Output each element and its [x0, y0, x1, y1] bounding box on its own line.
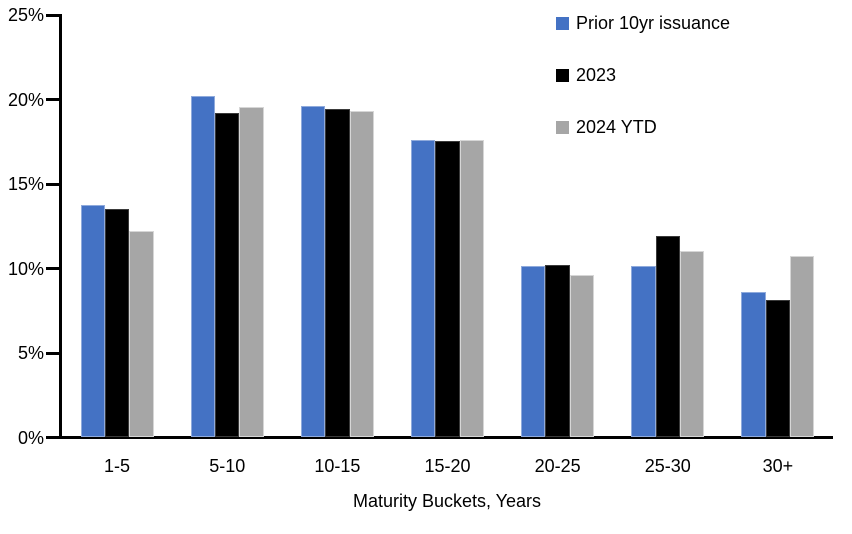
- y-tick: [46, 182, 59, 186]
- x-tick-label: 10-15: [314, 456, 361, 476]
- bar-10-15-prior-10yr-issuance: [300, 105, 326, 437]
- bar-5-10-prior-10yr-issuance: [190, 95, 216, 437]
- legend-label: 2023: [576, 65, 617, 85]
- y-tick: [46, 267, 59, 270]
- y-tick-label: 0%: [17, 427, 44, 448]
- bar-15-20-2024-ytd: [459, 139, 484, 437]
- bar-15-20-prior-10yr-issuance: [411, 139, 436, 437]
- bar-25-30-2024-ytd: [679, 251, 705, 437]
- y-tick-label: 20%: [7, 89, 44, 110]
- bar-10-15-2023: [325, 109, 350, 437]
- x-tick-label: 5-10: [209, 456, 246, 476]
- legend-swatch-icon: [556, 120, 569, 134]
- bar-30+-2023: [765, 300, 791, 437]
- bar-25-30-2023: [655, 235, 680, 437]
- x-axis-line: [46, 436, 833, 439]
- bar-30+-prior-10yr-issuance: [741, 291, 766, 437]
- y-tick-label: 25%: [7, 5, 44, 25]
- x-tick-label: 20-25: [534, 456, 581, 476]
- bar-5-10-2024-ytd: [239, 107, 264, 437]
- y-axis-line: [59, 14, 62, 439]
- bar-20-25-2024-ytd: [569, 274, 595, 437]
- bar-10-15-2024-ytd: [349, 110, 374, 437]
- bar-1-5-2023: [104, 208, 130, 437]
- bar-30+-2024-ytd: [790, 256, 815, 437]
- y-tick-label: 15%: [7, 174, 44, 194]
- bar-25-30-prior-10yr-issuance: [631, 266, 656, 437]
- x-tick-label: 25-30: [644, 456, 691, 476]
- bar-20-25-2023: [545, 264, 570, 437]
- bar-1-5-2024-ytd: [129, 230, 154, 437]
- x-axis-title: Maturity Buckets, Years: [352, 491, 542, 511]
- legend-item: 2023: [556, 64, 616, 86]
- x-tick-label: 15-20: [424, 456, 471, 476]
- bar-20-25-prior-10yr-issuance: [521, 266, 546, 437]
- y-tick-label: 10%: [7, 258, 44, 279]
- y-tick: [46, 351, 59, 355]
- legend-swatch-icon: [556, 68, 569, 82]
- legend-label: 2024 YTD: [576, 117, 657, 137]
- y-tick: [46, 98, 59, 101]
- bar-5-10-2023: [215, 112, 240, 437]
- y-tick: [46, 13, 59, 17]
- legend-label: Prior 10yr issuance: [576, 13, 731, 33]
- legend-item: 2024 YTD: [556, 116, 657, 138]
- x-tick-label: 1-5: [104, 456, 131, 476]
- y-tick-label: 5%: [17, 343, 44, 363]
- x-tick-label: 30+: [762, 456, 794, 476]
- legend-item: Prior 10yr issuance: [556, 12, 730, 34]
- legend-swatch-icon: [556, 16, 569, 30]
- bar-1-5-prior-10yr-issuance: [80, 205, 105, 437]
- bar-15-20-2023: [435, 141, 460, 437]
- y-tick: [46, 436, 59, 439]
